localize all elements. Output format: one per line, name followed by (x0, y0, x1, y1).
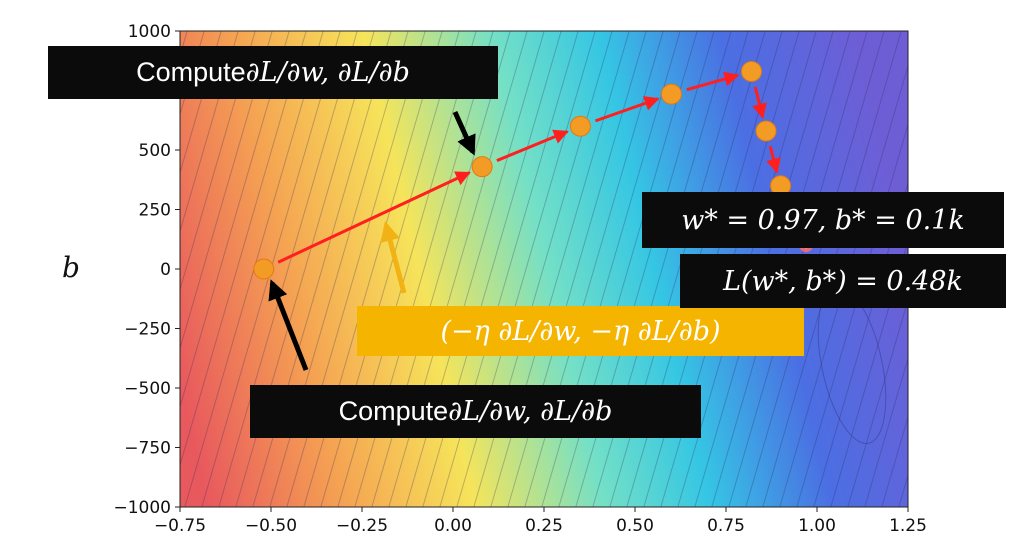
y-axis-label: b (62, 251, 80, 284)
pointer-arrow-top (452, 110, 476, 156)
contour-line (0, 11, 6, 527)
callout-bottom-math: ∂L/∂w, ∂L/∂b (448, 396, 613, 427)
y-tick-label: 0 (160, 260, 171, 280)
optimum-values-callout: w* = 0.97, b* = 0.1k (642, 192, 1004, 248)
contour-line (0, 11, 40, 527)
descent-step-arrow (686, 71, 740, 92)
contour-line (847, 298, 908, 507)
y-tick-label: −750 (124, 439, 171, 459)
y-tick-label: −500 (124, 379, 171, 399)
descent-path-points (253, 60, 792, 280)
x-tick-label: −0.25 (336, 516, 388, 536)
callout-bottom-prefix: Compute (338, 396, 449, 426)
compute-gradient-callout-bottom: Compute ​∂L/∂w, ∂L/∂b (250, 385, 701, 438)
callout-top-prefix: Compute (136, 57, 246, 87)
descent-point (740, 60, 762, 82)
x-tick-label: 0.50 (616, 516, 654, 536)
descent-point (471, 156, 493, 178)
y-tick-label: −250 (124, 320, 171, 340)
descent-step-arrow (766, 146, 781, 174)
x-tick-label: 1.00 (798, 516, 836, 536)
x-tick-label: 0.25 (525, 516, 563, 536)
step-arrow-yellow (380, 221, 407, 294)
contour-line (609, 31, 749, 507)
descent-point (569, 115, 591, 137)
callout-top-math: ∂L/∂w, ∂L/∂b (245, 57, 410, 88)
descent-point (253, 258, 275, 280)
loss-value-callout: L(w*, b*) = 0.48k (680, 254, 1006, 308)
contour-line (864, 356, 908, 507)
contour-line (473, 31, 613, 507)
contour-line (405, 31, 545, 507)
descent-step-arrow (277, 171, 471, 264)
contour-line (881, 415, 908, 507)
descent-point (660, 83, 682, 105)
y-tick-label: −1000 (113, 498, 171, 518)
step-update-callout: (−η ∂L/∂w, −η ∂L/∂b) (357, 306, 804, 356)
descent-path-arrows (277, 71, 781, 264)
contour-line (490, 31, 630, 507)
x-tick-label: −0.50 (245, 516, 297, 536)
y-tick-label: 1000 (128, 22, 171, 42)
contour-line (439, 31, 579, 507)
contour-line (422, 31, 562, 507)
contour-line (1012, 11, 1023, 527)
descent-step-arrow (496, 129, 569, 162)
contour-line (388, 31, 528, 507)
y-tick-label: 250 (139, 201, 171, 221)
x-tick-label: 0.75 (707, 516, 745, 536)
contour-line (592, 31, 732, 507)
contour-line (541, 31, 681, 507)
x-tick-label: 1.25 (889, 516, 927, 536)
pointer-arrow-bottom (268, 279, 309, 371)
contour-line (456, 31, 596, 507)
compute-gradient-callout-top: Compute ​∂L/∂w, ∂L/∂b (48, 46, 498, 99)
y-tick-label: 500 (139, 141, 171, 161)
contour-line (507, 31, 647, 507)
contour-line (0, 11, 23, 527)
x-tick-label: −0.75 (154, 516, 206, 536)
descent-point (755, 120, 777, 142)
x-tick-label: 0.00 (434, 516, 472, 536)
contour-line (575, 31, 715, 507)
descent-step-arrow (594, 96, 660, 123)
descent-step-arrow (752, 86, 767, 119)
